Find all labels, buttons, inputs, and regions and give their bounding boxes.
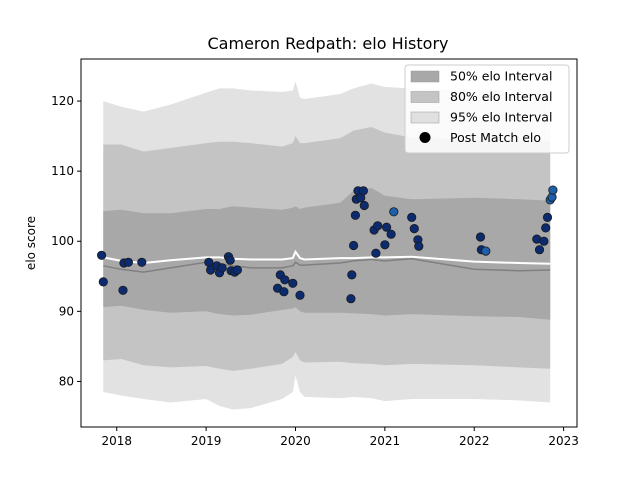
y-tick-label: 80 (59, 374, 74, 388)
x-tick-label: 2019 (191, 434, 222, 448)
data-point (204, 257, 214, 267)
band-50-interval (103, 188, 551, 320)
data-point (380, 240, 390, 250)
data-point (389, 207, 399, 217)
data-point (206, 265, 216, 275)
data-point (348, 240, 359, 251)
x-tick-label: 2021 (370, 434, 401, 448)
data-point (409, 224, 419, 234)
data-point (481, 246, 491, 256)
plot-area (97, 81, 558, 410)
data-point (407, 212, 417, 222)
data-point (386, 229, 396, 239)
legend-label: 80% elo Interval (450, 89, 552, 104)
x-tick-label: 2020 (280, 434, 311, 448)
x-tick-label: 2022 (459, 434, 490, 448)
data-point (542, 212, 553, 222)
legend-swatch (410, 111, 440, 124)
x-tick-label: 2023 (548, 434, 579, 448)
axes: 2018 2019 2020 2021 2022 2023 80 90 100 110 120 (51, 58, 579, 448)
legend-marker (419, 132, 431, 143)
axes-frame (80, 58, 578, 428)
mean-line (103, 249, 551, 265)
legend: 50% elo Interval 80% elo Interval 95% elo … (404, 64, 570, 154)
data-point (288, 278, 298, 288)
data-point (359, 200, 369, 211)
data-point (97, 250, 107, 260)
data-point (347, 270, 357, 280)
data-point (475, 232, 486, 242)
legend-swatch (410, 70, 440, 83)
data-point (123, 257, 133, 267)
y-axis-label: elo score (24, 216, 38, 270)
data-point (371, 248, 381, 258)
legend-swatch (410, 91, 440, 103)
data-point (295, 290, 305, 300)
legend-label: 50% elo Interval (450, 69, 552, 84)
data-point (137, 257, 147, 267)
legend-frame (404, 64, 570, 154)
data-point (98, 277, 108, 287)
legend-label: Post Match elo (450, 130, 541, 145)
data-point (350, 210, 360, 220)
data-point (279, 287, 289, 297)
y-tick-label: 100 (51, 234, 74, 248)
data-point (541, 223, 551, 233)
chart-title: Cameron Redpath: elo History (208, 34, 449, 53)
post-match-elo-points (97, 185, 558, 304)
data-point (358, 186, 368, 196)
y-tick-label: 120 (51, 94, 74, 108)
x-tick-label: 2018 (101, 434, 132, 448)
data-point (414, 241, 424, 251)
data-point (539, 236, 549, 246)
data-point (373, 221, 383, 231)
data-point (381, 222, 392, 232)
data-point (534, 245, 545, 255)
x-axis-ticks: 2018 2019 2020 2021 2022 2023 (101, 427, 579, 448)
y-tick-label: 110 (51, 164, 74, 178)
data-point (346, 294, 356, 304)
data-point (280, 275, 290, 285)
y-tick-label: 90 (59, 304, 74, 318)
data-point (225, 255, 235, 265)
legend-label: 95% elo Interval (450, 110, 552, 125)
data-point (232, 265, 242, 275)
data-point (548, 185, 558, 195)
y-axis-ticks: 80 90 100 110 120 (51, 94, 81, 388)
median-line (103, 258, 551, 273)
data-point (118, 285, 128, 295)
data-point (217, 263, 227, 273)
